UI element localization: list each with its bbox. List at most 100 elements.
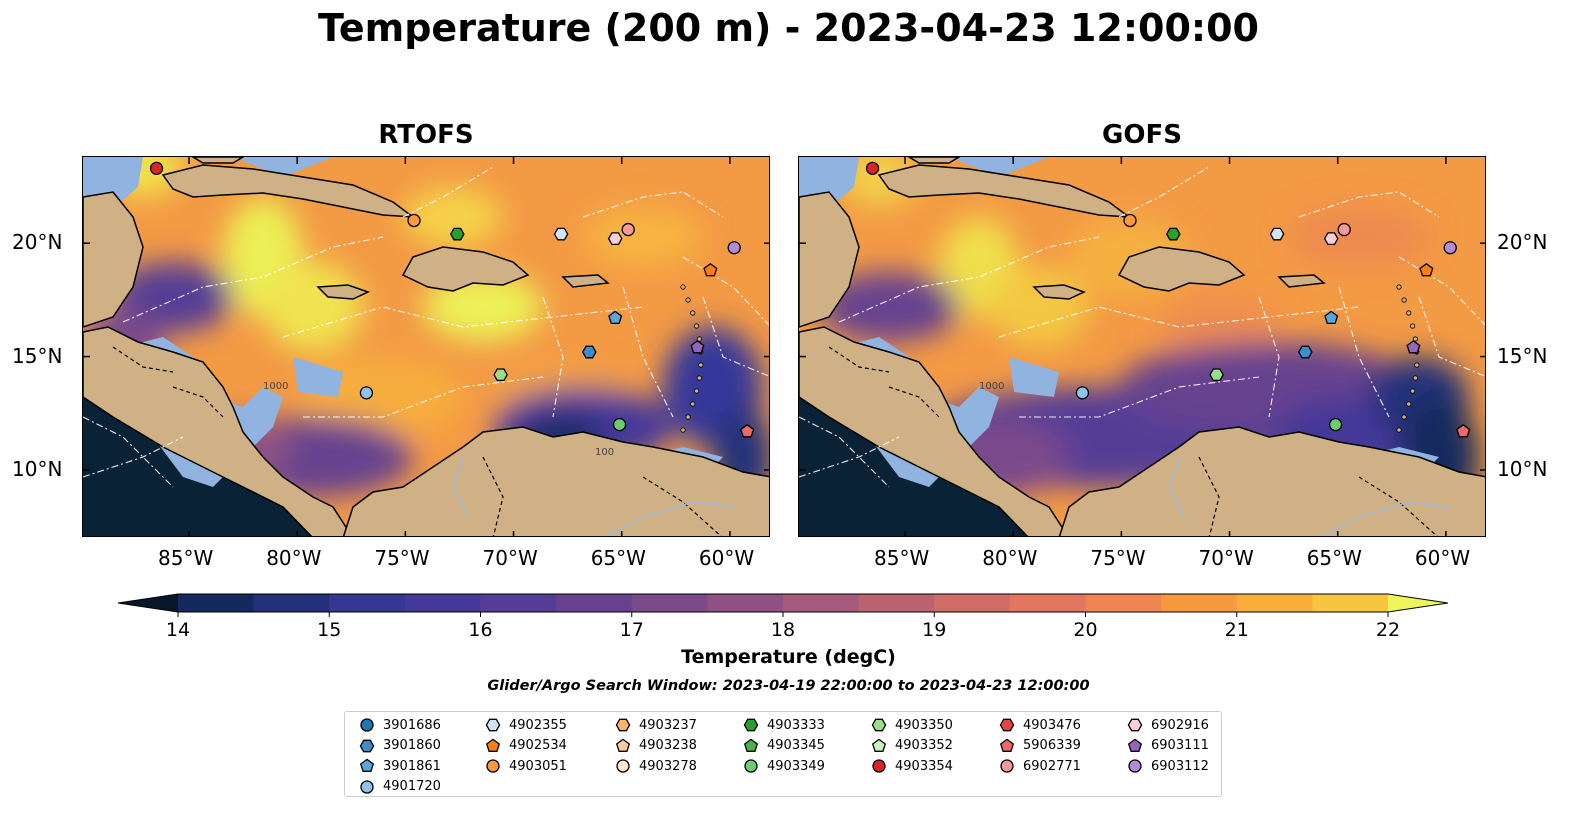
float-marker-4902355 <box>553 227 569 241</box>
float-marker-4903350 <box>1209 368 1224 382</box>
pentagon-marker-icon <box>485 738 501 752</box>
legend-item-4903476: 4903476 <box>999 715 1081 735</box>
hexagon-marker-icon <box>871 718 887 732</box>
hexagon-marker-icon <box>615 718 631 732</box>
legend-marker <box>615 718 631 732</box>
lon-tick-label: 60°W <box>1414 546 1471 570</box>
colorbar-over-extend <box>1388 594 1448 612</box>
hexagon-marker-icon <box>1127 718 1143 732</box>
legend-item-4903051: 4903051 <box>485 756 567 776</box>
legend-item-label: 6902916 <box>1151 717 1209 733</box>
legend-item-label: 4903476 <box>1023 717 1081 733</box>
float-marker-6903111 <box>690 340 705 354</box>
float-marker-6903111 <box>1406 340 1421 354</box>
legend-marker <box>743 718 759 732</box>
lon-tick-label: 80°W <box>982 546 1038 570</box>
map-canvas: 1000 100 <box>83 157 769 536</box>
colorbar-tick-label: 14 <box>166 619 190 641</box>
float-marker-4901720 <box>359 386 374 400</box>
legend-item-5906339: 5906339 <box>999 736 1081 756</box>
hexagon-marker-icon <box>743 718 759 732</box>
legend-item-4903238: 4903238 <box>615 736 697 756</box>
legend-marker <box>1127 738 1143 752</box>
float-marker-4903349 <box>1328 417 1343 432</box>
float-marker-6902771 <box>621 222 635 237</box>
colorbar-segment <box>404 594 481 612</box>
legend-item-4903349: 4903349 <box>743 756 825 776</box>
legend-marker <box>616 759 630 773</box>
float-marker-4903333 <box>449 227 465 241</box>
float-marker-3901860 <box>1297 345 1313 359</box>
float-marker-4902534 <box>703 262 718 277</box>
float-marker-4903354 <box>149 161 164 175</box>
legend-marker <box>999 738 1015 752</box>
colorbar-segment <box>1161 594 1238 612</box>
colorbar-under-extend <box>118 594 178 612</box>
legend-item-6902771: 6902771 <box>999 756 1081 776</box>
legend-marker <box>872 759 886 773</box>
legend-item-label: 3901686 <box>383 717 441 733</box>
float-marker-4903051 <box>407 213 421 228</box>
legend-item-label: 4903350 <box>895 717 953 733</box>
float-marker-4903349 <box>612 417 627 432</box>
float-marker-6903112 <box>1443 241 1457 255</box>
figure-title: Temperature (200 m) - 2023-04-23 12:00:0… <box>317 6 1259 50</box>
legend-item-label: 4903345 <box>767 738 825 753</box>
legend-marker <box>485 738 501 752</box>
colorbar-segment <box>329 594 406 612</box>
float-marker-5906339 <box>1456 423 1471 438</box>
legend-marker <box>743 738 759 752</box>
legend-marker <box>1000 759 1014 773</box>
lat-tick-label-right: 20°N <box>1497 230 1548 255</box>
colorbar-segment <box>1236 594 1313 612</box>
pentagon-marker-icon <box>615 738 631 752</box>
lon-tick-label: 85°W <box>158 546 214 570</box>
legend-item-label: 6902771 <box>1023 758 1081 774</box>
colorbar-segment <box>556 594 633 612</box>
colorbar-segment <box>707 594 784 612</box>
lat-tick-label-left: 20°N <box>12 230 63 255</box>
legend-item-4903278: 4903278 <box>615 756 697 776</box>
float-marker-4902355 <box>1269 227 1285 241</box>
colorbar-segment <box>1085 594 1162 612</box>
colorbar: 14 15 16 17 18 19 20 21 22 <box>117 592 1458 656</box>
lon-tick-label: 60°W <box>698 546 755 570</box>
colorbar-tick-label: 15 <box>317 619 341 641</box>
legend-item-label: 4903352 <box>895 738 953 753</box>
legend-marker <box>486 759 500 773</box>
legend-item-4902534: 4902534 <box>485 736 567 756</box>
legend-item-4903354: 4903354 <box>871 756 953 776</box>
float-marker-6902771 <box>1337 222 1351 237</box>
lon-tick-label: 80°W <box>266 546 322 570</box>
legend-item-4903345: 4903345 <box>743 736 825 756</box>
float-marker-4903350 <box>493 368 508 382</box>
float-marker-3901860 <box>581 345 597 359</box>
map-panel-rtofs[interactable]: 1000 100 <box>82 156 770 537</box>
map-panel-gofs[interactable]: 1000 <box>798 156 1486 537</box>
legend-marker <box>359 758 375 772</box>
legend-item-4902355: 4902355 <box>485 715 567 735</box>
contour-label-1000: 1000 <box>263 381 288 392</box>
circle-marker-icon <box>1128 759 1142 773</box>
colorbar-tick-label: 20 <box>1073 619 1097 641</box>
legend-marker <box>360 779 374 794</box>
legend-item-6903111: 6903111 <box>1127 736 1209 756</box>
pentagon-marker-icon <box>359 758 375 772</box>
legend-item-label: 4902534 <box>509 738 567 753</box>
float-marker-5906339 <box>740 423 755 438</box>
legend-item-label: 4903238 <box>639 738 697 753</box>
contour-label-1000: 1000 <box>979 381 1004 392</box>
colorbar-segment <box>1009 594 1086 612</box>
map-canvas: 1000 <box>799 157 1485 536</box>
legend-marker <box>485 718 501 732</box>
panel-title-rtofs: RTOFS <box>378 120 474 150</box>
legend-item-label: 4902355 <box>509 717 567 733</box>
circle-marker-icon <box>1000 759 1014 773</box>
contour-label-100: 100 <box>595 447 614 458</box>
circle-marker-icon <box>486 759 500 773</box>
legend-item-label: 4903333 <box>767 717 825 733</box>
lon-tick-label: 70°W <box>1198 546 1254 570</box>
legend-marker <box>999 718 1015 732</box>
float-marker-6903112 <box>727 241 741 255</box>
colorbar-segment <box>934 594 1011 612</box>
